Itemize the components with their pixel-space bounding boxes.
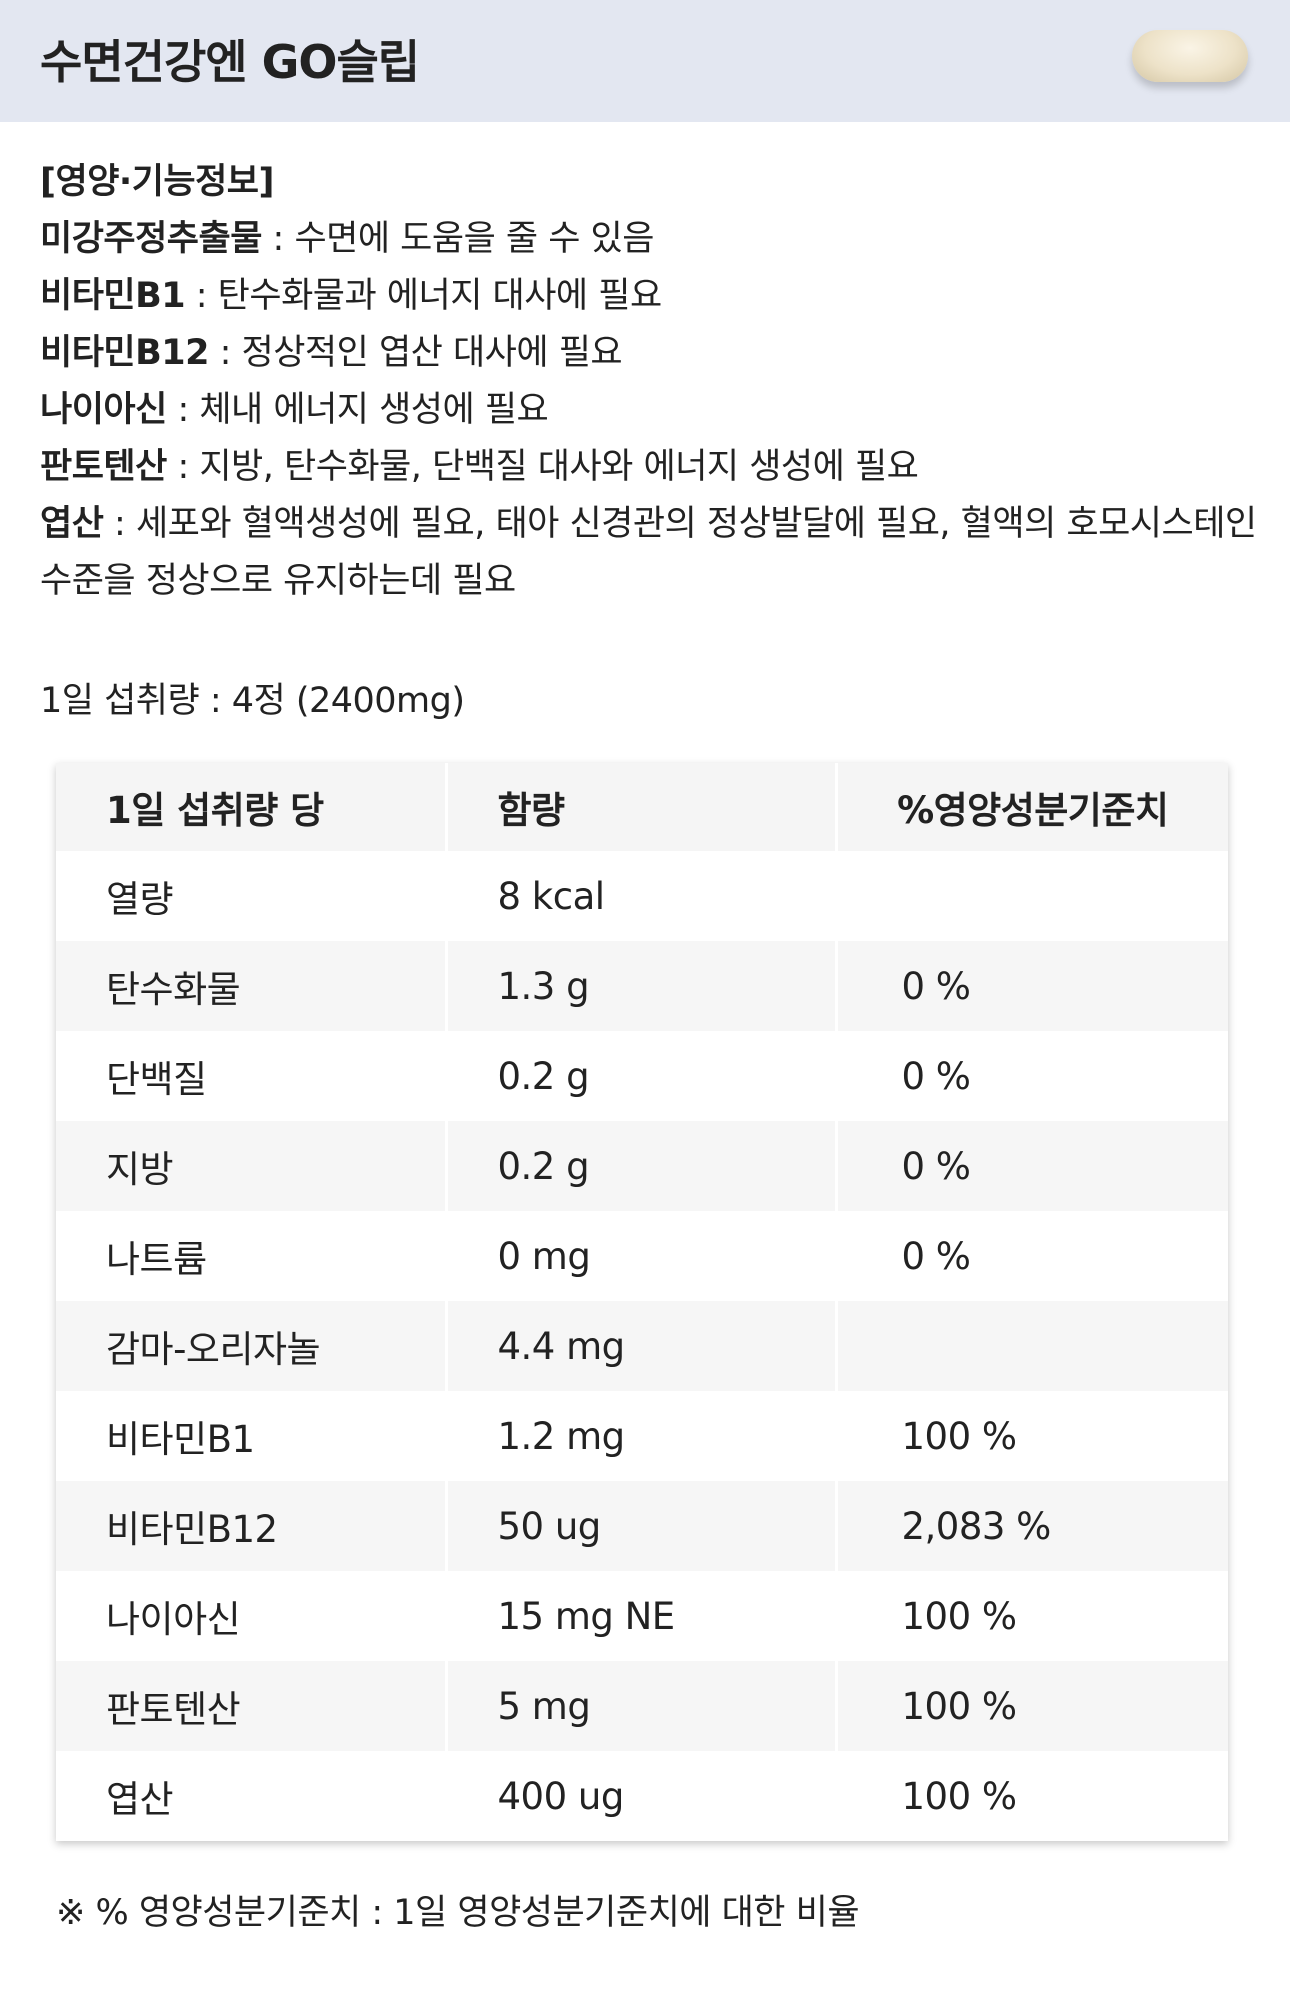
daily-value-cell: 0 %	[836, 1211, 1228, 1301]
info-item-name: 미강주정추출물	[40, 219, 262, 259]
amount-cell: 1.3 g	[446, 941, 838, 1031]
amount-cell: 4.4 mg	[446, 1301, 838, 1391]
table-row: 나이아신 15 mg NE 100 %	[56, 1571, 1228, 1661]
nutrient-name-cell: 단백질	[56, 1031, 448, 1121]
daily-value-cell: 0 %	[836, 1121, 1228, 1211]
amount-cell: 0.2 g	[446, 1121, 838, 1211]
nutrient-name-cell: 판토텐산	[56, 1661, 448, 1751]
daily-value-cell: 0 %	[836, 1031, 1228, 1121]
info-item-name: 엽산	[40, 504, 104, 544]
info-item: 비타민B12 : 정상적인 엽산 대사에 필요	[40, 325, 1260, 382]
table-row: 나트륨 0 mg 0 %	[56, 1211, 1228, 1301]
info-item-name: 비타민B1	[40, 276, 186, 316]
nutrient-name-cell: 감마-오리자놀	[56, 1301, 448, 1391]
amount-cell: 0 mg	[446, 1211, 838, 1301]
info-item-name: 나이아신	[40, 390, 167, 430]
info-item: 판토텐산 : 지방, 탄수화물, 단백질 대사와 에너지 생성에 필요	[40, 439, 1260, 496]
info-item-desc: : 지방, 탄수화물, 단백질 대사와 에너지 생성에 필요	[166, 447, 919, 487]
amount-cell: 15 mg NE	[446, 1571, 838, 1661]
column-header-amount: 함량	[446, 763, 838, 851]
daily-value-cell: 100 %	[836, 1751, 1228, 1841]
daily-value-cell: 0 %	[836, 941, 1228, 1031]
info-item-desc: : 수면에 도움을 줄 수 있음	[261, 219, 655, 259]
table-row: 엽산 400 ug 100 %	[56, 1751, 1228, 1841]
header: 수면건강엔 GO슬립	[0, 0, 1290, 122]
table-row: 판토텐산 5 mg 100 %	[56, 1661, 1228, 1751]
info-item-desc: : 정상적인 엽산 대사에 필요	[208, 333, 623, 373]
column-header-daily-value: %영양성분기준치	[836, 763, 1228, 851]
info-item: 엽산 : 세포와 혈액생성에 필요, 태아 신경관의 정상발달에 필요, 혈액의…	[40, 496, 1260, 610]
daily-value-cell: 100 %	[836, 1661, 1228, 1751]
nutrient-name-cell: 나이아신	[56, 1571, 448, 1661]
daily-value-cell	[836, 1301, 1228, 1391]
table-row: 열량 8 kcal	[56, 851, 1228, 941]
daily-value-cell: 100 %	[836, 1391, 1228, 1481]
pill-icon	[1132, 30, 1248, 82]
table-header-row: 1일 섭취량 당 함량 %영양성분기준치	[56, 763, 1228, 851]
info-item: 미강주정추출물 : 수면에 도움을 줄 수 있음	[40, 211, 1260, 268]
nutrition-info: [영양·기능정보] 미강주정추출물 : 수면에 도움을 줄 수 있음 비타민B1…	[40, 154, 1260, 610]
nutrient-name-cell: 열량	[56, 851, 448, 941]
table-row: 비타민B12 50 ug 2,083 %	[56, 1481, 1228, 1571]
info-item-desc: : 세포와 혈액생성에 필요, 태아 신경관의 정상발달에 필요, 혈액의 호모…	[40, 504, 1257, 601]
info-item-name: 판토텐산	[40, 447, 167, 487]
daily-value-cell: 2,083 %	[836, 1481, 1228, 1571]
daily-intake: 1일 섭취량 : 4정 (2400mg)	[40, 681, 465, 721]
page-title: 수면건강엔 GO슬립	[40, 35, 420, 89]
nutrient-name-cell: 지방	[56, 1121, 448, 1211]
table-row: 감마-오리자놀 4.4 mg	[56, 1301, 1228, 1391]
amount-cell: 400 ug	[446, 1751, 838, 1841]
nutrient-name-cell: 비타민B12	[56, 1481, 448, 1571]
info-item-desc: : 체내 에너지 생성에 필요	[166, 390, 549, 430]
nutrient-name-cell: 나트륨	[56, 1211, 448, 1301]
info-item-name: 비타민B12	[40, 333, 209, 373]
footnote: ※ % 영양성분기준치 : 1일 영양성분기준치에 대한 비율	[56, 1893, 860, 1933]
info-item: 비타민B1 : 탄수화물과 에너지 대사에 필요	[40, 268, 1260, 325]
info-heading: [영양·기능정보]	[40, 162, 275, 202]
amount-cell: 8 kcal	[446, 851, 838, 941]
info-item: 나이아신 : 체내 에너지 생성에 필요	[40, 382, 1260, 439]
daily-value-cell	[836, 851, 1228, 941]
column-header-serving: 1일 섭취량 당	[56, 763, 448, 851]
amount-cell: 5 mg	[446, 1661, 838, 1751]
amount-cell: 50 ug	[446, 1481, 838, 1571]
nutrient-name-cell: 비타민B1	[56, 1391, 448, 1481]
nutrient-name-cell: 탄수화물	[56, 941, 448, 1031]
daily-value-cell: 100 %	[836, 1571, 1228, 1661]
amount-cell: 1.2 mg	[446, 1391, 838, 1481]
info-item-desc: : 탄수화물과 에너지 대사에 필요	[185, 276, 662, 316]
amount-cell: 0.2 g	[446, 1031, 838, 1121]
nutrient-name-cell: 엽산	[56, 1751, 448, 1841]
table-row: 비타민B1 1.2 mg 100 %	[56, 1391, 1228, 1481]
